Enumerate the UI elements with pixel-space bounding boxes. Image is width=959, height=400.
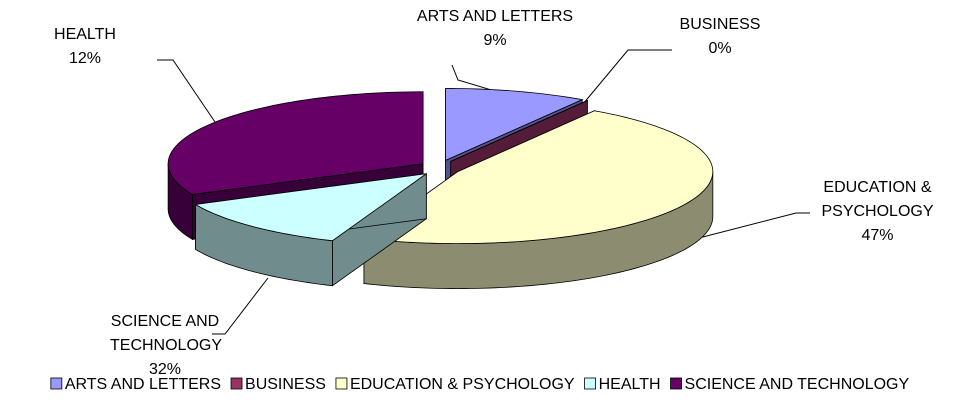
label-value: 0% (708, 40, 732, 57)
data-label: SCIENCE AND TECHNOLOGY 32% (110, 310, 223, 382)
legend-label: EDUCATION & PSYCHOLOGY (350, 376, 575, 393)
leader-line (577, 49, 672, 111)
legend-swatch (584, 377, 596, 390)
legend-swatch (230, 377, 243, 390)
label-name: SCIENCE AND TECHNOLOGY (110, 313, 223, 354)
legend-swatch (670, 377, 682, 390)
leader-line (157, 59, 216, 123)
label-name: HEALTH (54, 26, 116, 43)
legend-label: HEALTH (599, 376, 661, 393)
slice (362, 110, 714, 244)
legend-swatch (50, 377, 63, 390)
slice (194, 173, 427, 242)
legend-swatch (335, 377, 348, 390)
label-value: 9% (483, 32, 507, 49)
legend-label: SCIENCE AND TECHNOLOGY (685, 376, 910, 393)
data-label: BUSINESS 0% (650, 13, 790, 61)
data-label: ARTS AND LETTERS 9% (375, 5, 615, 53)
legend-label: ARTS AND LETTERS (65, 376, 221, 393)
label-value: 32% (148, 361, 182, 378)
data-label: EDUCATION & PSYCHOLOGY 47% (800, 176, 955, 248)
legend-label: BUSINESS (245, 376, 326, 393)
label-name: BUSINESS (679, 16, 761, 33)
leader-line (659, 212, 810, 249)
legend: ARTS AND LETTERS BUSINESS EDUCATION & PSYC… (50, 376, 910, 393)
label-name: ARTS AND LETTERS (416, 8, 574, 25)
label-value: 47% (861, 227, 894, 244)
slice (167, 91, 424, 195)
data-label: HEALTH 12% (5, 23, 165, 71)
label-value: 12% (68, 50, 102, 67)
leader-line (212, 277, 269, 335)
label-name: EDUCATION & PSYCHOLOGY (821, 179, 934, 220)
slice (450, 100, 588, 162)
slice (445, 88, 584, 162)
